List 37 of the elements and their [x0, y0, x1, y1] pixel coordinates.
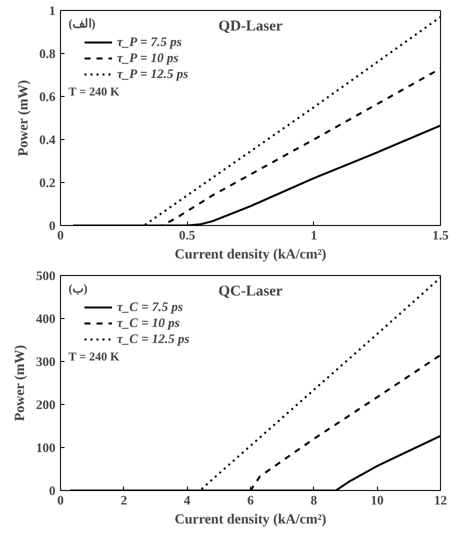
y-tick-label: 0.8	[39, 46, 56, 61]
y-tick-label: 0.4	[39, 132, 56, 147]
legend-label: τ_P = 7.5 ps	[117, 34, 182, 50]
x-tick-label: 1.5	[432, 228, 450, 242]
legend-label: τ_C = 12.5 ps	[117, 331, 190, 347]
annotation: T = 240 K	[68, 84, 120, 98]
x-tick-label: 8	[310, 492, 318, 508]
legend-label: τ_P = 12.5 ps	[117, 66, 188, 82]
text: QC-Laser	[218, 284, 283, 300]
y-tick-label: 1	[49, 3, 56, 18]
y-axis-title: Power (mW)	[13, 344, 28, 422]
y-tick-label: 300	[36, 354, 56, 369]
y-tick-label: 0	[49, 218, 56, 233]
x-tick-label: 4	[184, 492, 191, 508]
x-axis-title: Current density (kA/cm²)	[174, 512, 327, 528]
x-axis-title: Current density (kA/cm²)	[174, 248, 327, 262]
annotation: T = 240 K	[68, 350, 120, 364]
y-tick-label: 0	[49, 483, 56, 498]
x-tick-label: 0.5	[179, 228, 196, 242]
x-tick-label: 2	[120, 492, 128, 508]
y-axis-title: Power (mW)	[16, 80, 32, 156]
annotation: (ب)	[68, 282, 88, 296]
y-tick-label: 0.6	[39, 89, 56, 104]
x-tick-label: 1	[310, 228, 318, 242]
legend-label: τ_C = 7.5 ps	[117, 299, 183, 315]
text: QD-Laser	[218, 18, 283, 34]
y-tick-label: 200	[36, 397, 56, 412]
x-tick-label: 12	[434, 492, 447, 508]
annotation: (الف)	[68, 16, 96, 30]
y-tick-label: 0.2	[39, 175, 56, 190]
x-tick-label: 6	[247, 492, 254, 508]
y-tick-label: 100	[36, 440, 56, 455]
legend-label: τ_P = 10 ps	[117, 50, 178, 66]
y-tick-label: 500	[36, 268, 56, 283]
y-tick-label: 400	[36, 311, 56, 326]
legend-label: τ_C = 10 ps	[117, 315, 180, 331]
x-tick-label: 10	[370, 492, 384, 508]
